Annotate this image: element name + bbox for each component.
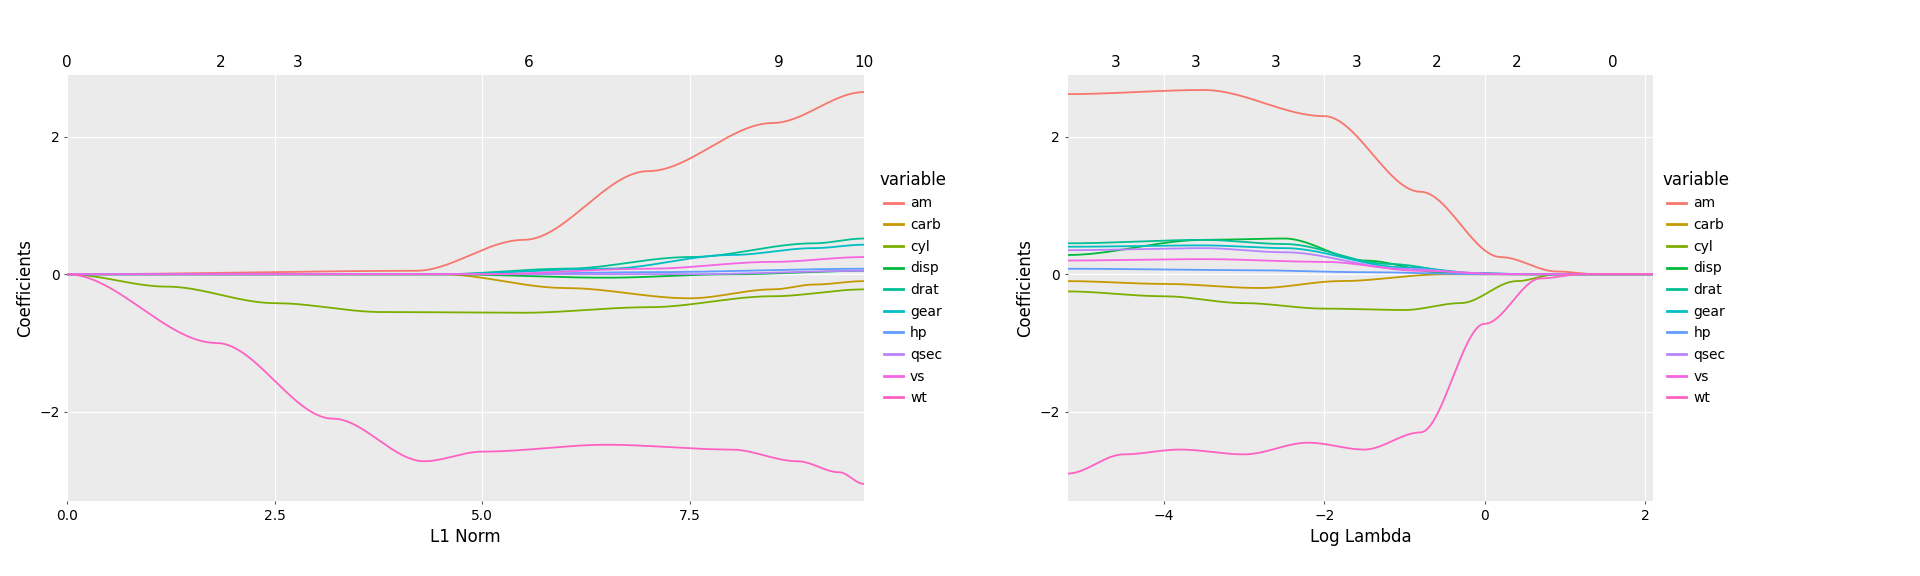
Y-axis label: Coefficients: Coefficients: [1016, 239, 1035, 337]
X-axis label: L1 Norm: L1 Norm: [430, 528, 501, 546]
Y-axis label: Coefficients: Coefficients: [15, 239, 35, 337]
Legend: am, carb, cyl, disp, drat, gear, hp, qsec, vs, wt: am, carb, cyl, disp, drat, gear, hp, qse…: [879, 171, 947, 405]
Legend: am, carb, cyl, disp, drat, gear, hp, qsec, vs, wt: am, carb, cyl, disp, drat, gear, hp, qse…: [1663, 171, 1730, 405]
X-axis label: Log Lambda: Log Lambda: [1309, 528, 1411, 546]
